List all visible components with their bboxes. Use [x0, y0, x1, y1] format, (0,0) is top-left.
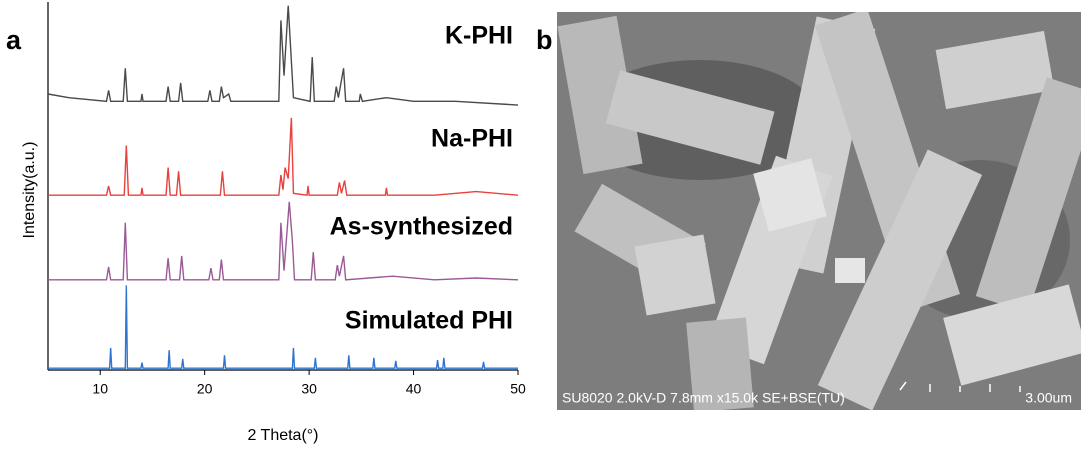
- sem-image: SU8020 2.0kV-D 7.8mm x15.0k SE+BSE(TU) 3…: [557, 12, 1081, 410]
- series-label: Na-PHI: [431, 125, 513, 153]
- xrd-line: [48, 285, 518, 369]
- x-axis-label: 2 Theta(°): [247, 427, 318, 444]
- panel-label: a: [6, 25, 22, 55]
- x-tick-label: 20: [197, 381, 213, 397]
- sem-info: SU8020 2.0kV-D 7.8mm x15.0k SE+BSE(TU): [562, 390, 845, 406]
- series-label: As-synthesized: [330, 213, 513, 241]
- panel-label: b: [536, 25, 553, 55]
- series-label: K-PHI: [445, 22, 513, 50]
- x-tick-label: 30: [301, 381, 317, 397]
- xrd-line: [47, 5, 519, 106]
- x-tick-label: 40: [406, 381, 422, 397]
- xrd-line: [48, 117, 519, 196]
- x-tick-label: 10: [92, 381, 108, 397]
- xrd-line: [48, 201, 519, 281]
- series-label: Simulated PHI: [345, 307, 513, 335]
- x-tick-label: 50: [510, 381, 526, 397]
- sem-scale-label: 3.00um: [1025, 390, 1072, 406]
- y-axis-label: Intensity(a.u.): [21, 142, 38, 239]
